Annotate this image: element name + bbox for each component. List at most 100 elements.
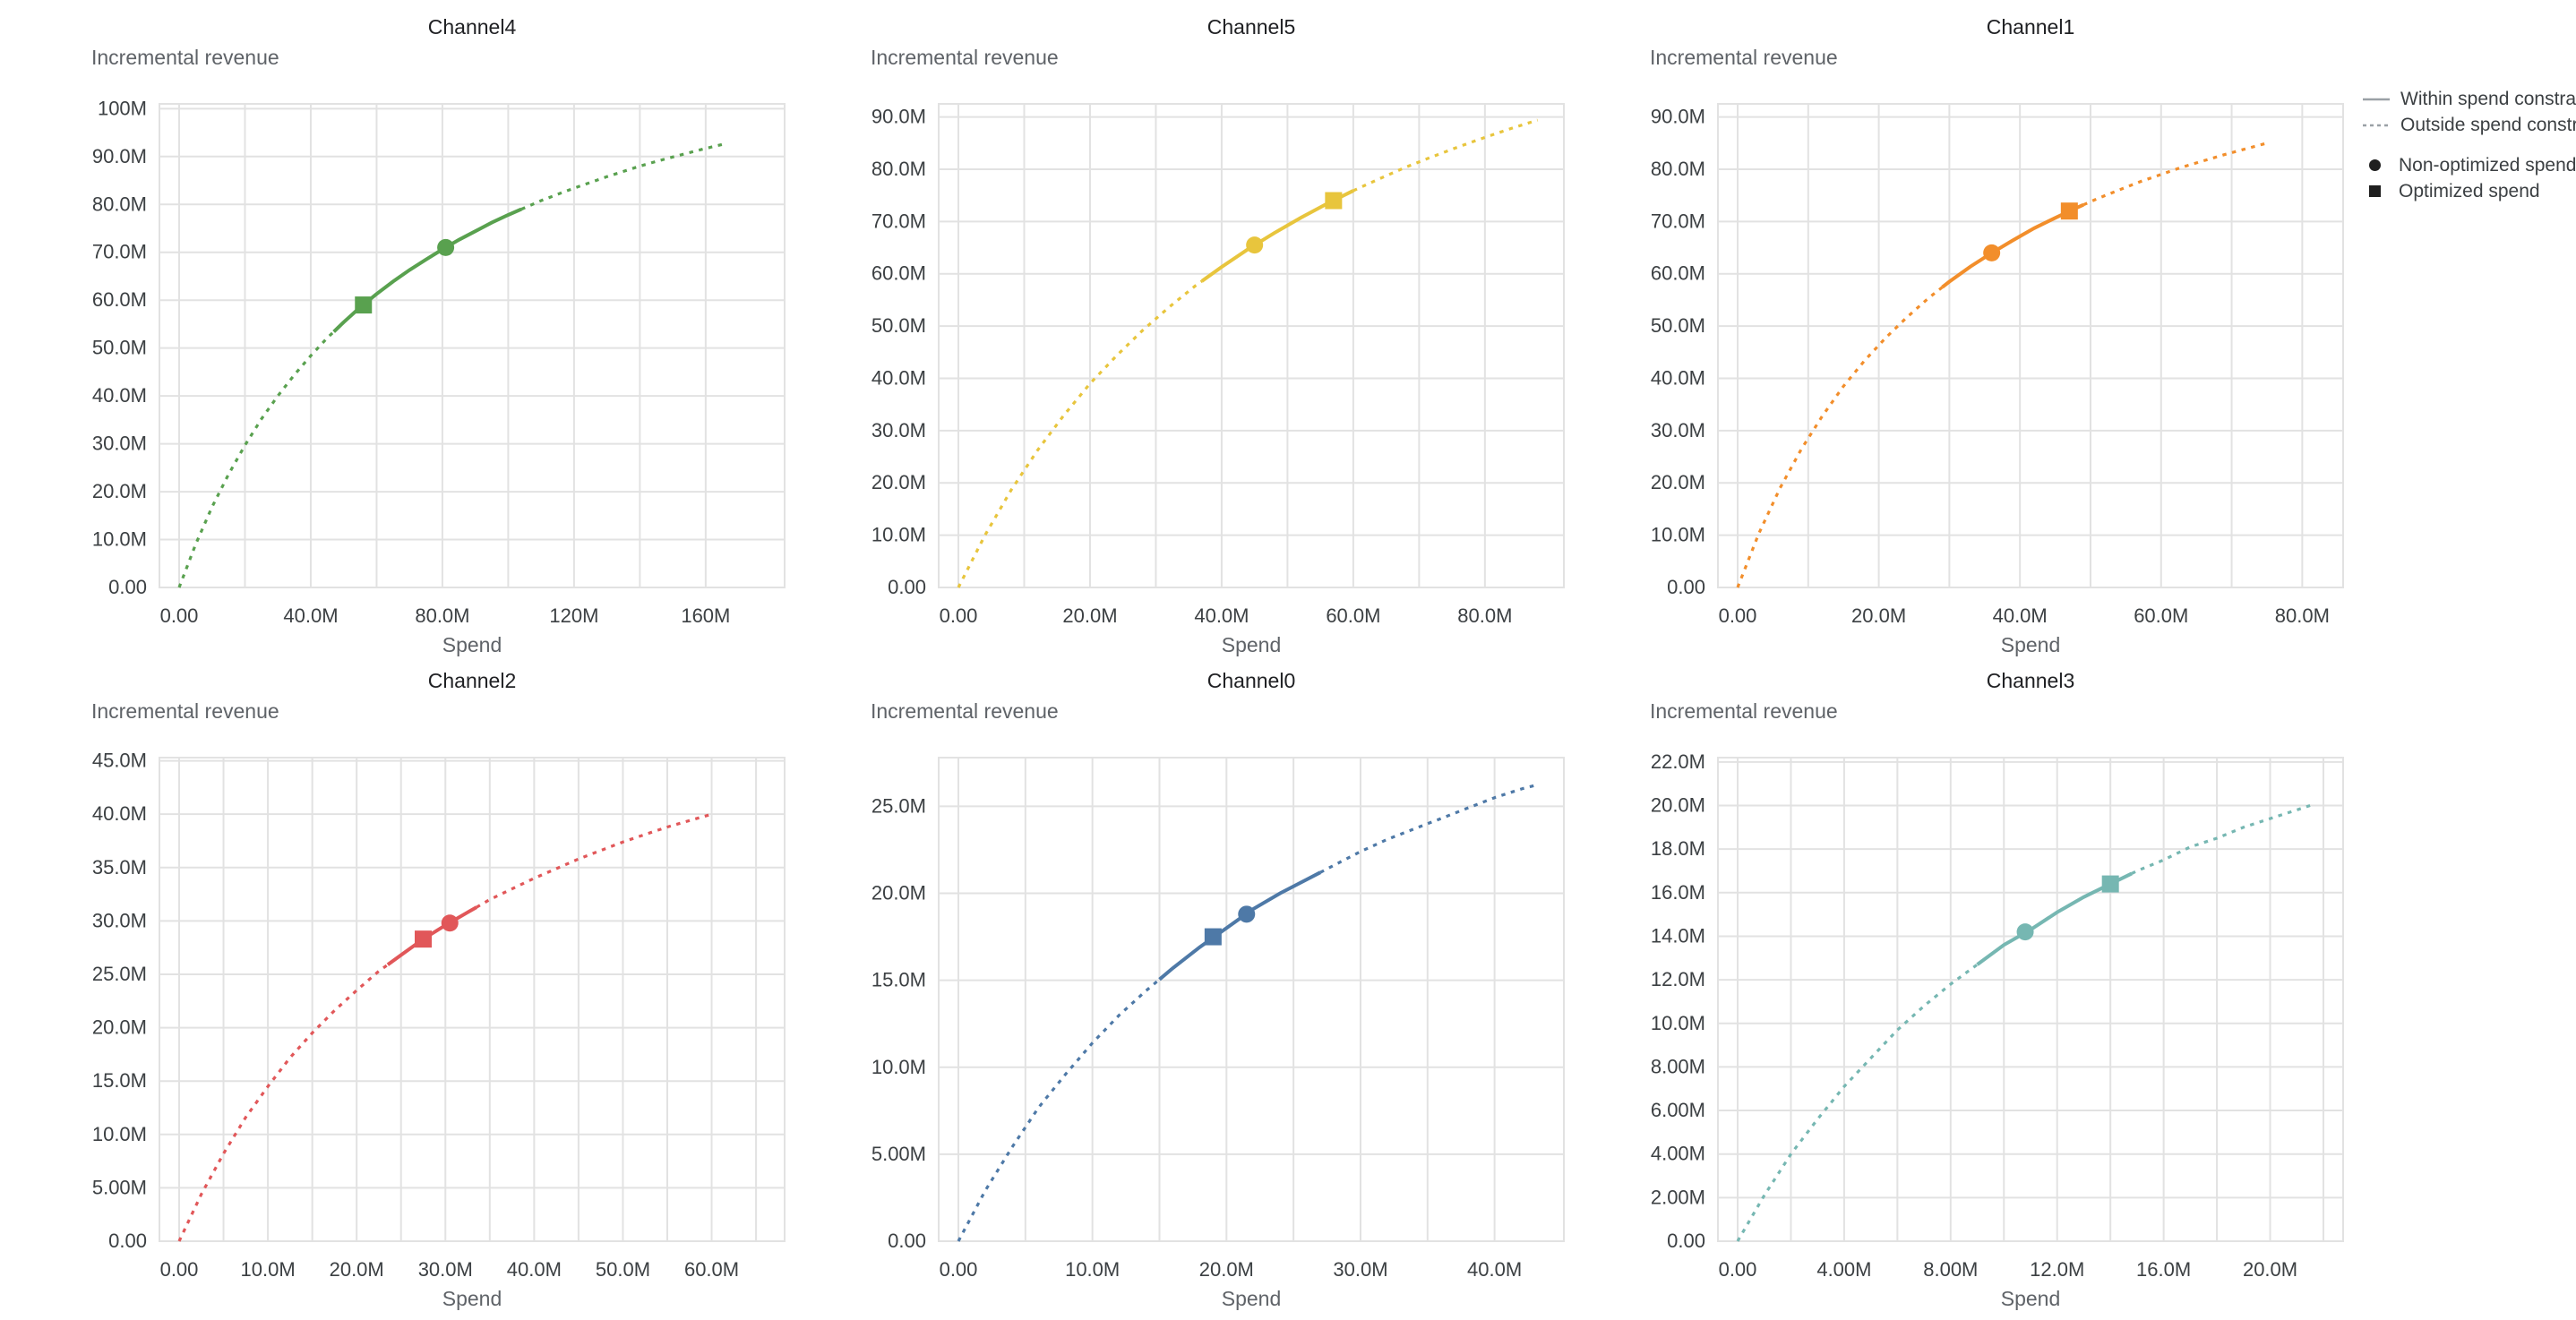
y-tick-label: 35.0M <box>92 856 147 879</box>
optimized-spend-marker <box>355 296 373 314</box>
y-tick-label: 90.0M <box>92 145 147 167</box>
channel3-response-curve-svg: Channel3 Incremental revenue Spend 0.00 2… <box>1650 669 2344 1310</box>
y-tick-label: 20.0M <box>872 882 926 904</box>
chart-title: Channel2 <box>428 669 516 692</box>
y-tick-label: 15.0M <box>92 1069 147 1092</box>
legend-label: Outside spend constraint <box>2400 114 2576 135</box>
plot-frame <box>938 103 1565 588</box>
y-axis-title: Incremental revenue <box>1650 699 1838 723</box>
x-tick-label: 60.0M <box>684 1258 739 1281</box>
chart-title: Channel4 <box>428 15 517 39</box>
y-tick-label: 70.0M <box>92 241 147 263</box>
curve-within-spend-constraint <box>386 905 477 966</box>
y-tick-label: 0.00 <box>1667 1230 1705 1252</box>
x-tick-label: 80.0M <box>415 604 469 627</box>
plot-area: 0.00 10.0M 20.0M 30.0M 40.0M 50.0M 60.0M 70.0M 8… <box>92 97 786 627</box>
legend: Within spend constraint Outside spend co… <box>2361 86 2576 204</box>
y-tick-label: 50.0M <box>1651 314 1705 337</box>
x-tick-label: 0.00 <box>940 1258 978 1281</box>
y-tick-label: 25.0M <box>92 963 147 985</box>
y-tick-label: 70.0M <box>1651 210 1705 232</box>
solid-line-swatch-icon <box>2363 98 2390 100</box>
x-tick-label: 50.0M <box>596 1258 650 1281</box>
chart-channel2: Channel2 Incremental revenue Spend 0.00 5… <box>16 661 795 1315</box>
y-tick-label: 20.0M <box>92 480 147 502</box>
x-tick-label: 0.00 <box>1719 604 1757 627</box>
y-tick-label: 80.0M <box>92 193 147 215</box>
channel2-response-curve-svg: Channel2 Incremental revenue Spend 0.00 5… <box>91 669 786 1310</box>
y-axis-title: Incremental revenue <box>91 699 279 723</box>
chart-channel4: Channel4 Incremental revenue Spend 0.00 1… <box>16 7 795 661</box>
y-tick-label: 20.0M <box>872 471 926 493</box>
x-axis-title: Spend <box>2001 1287 2061 1310</box>
x-tick-label: 0.00 <box>1719 1258 1757 1281</box>
y-tick-label: 0.00 <box>108 576 147 598</box>
chart-title: Channel1 <box>1987 15 2074 39</box>
y-tick-label: 10.0M <box>872 1056 926 1078</box>
optimized-spend-marker <box>2101 875 2119 893</box>
x-tick-label: 120M <box>549 604 598 627</box>
channel4-response-curve-svg: Channel4 Incremental revenue Spend 0.00 1… <box>91 15 786 656</box>
x-tick-label: 4.00M <box>1816 1258 1871 1281</box>
y-tick-label: 15.0M <box>872 969 926 991</box>
y-tick-label: 20.0M <box>1651 471 1705 493</box>
legend-item-within-spend-constraint: Within spend constraint <box>2361 86 2576 112</box>
curve-outside-spend-constraint <box>1736 803 2311 1242</box>
y-tick-label: 10.0M <box>1651 524 1705 546</box>
y-tick-label: 20.0M <box>1651 794 1705 817</box>
x-tick-label: 30.0M <box>418 1258 473 1281</box>
y-tick-label: 30.0M <box>872 419 926 441</box>
y-tick-label: 40.0M <box>1651 366 1705 389</box>
x-tick-label: 10.0M <box>1065 1258 1120 1281</box>
curve-outside-spend-constraint <box>177 812 712 1242</box>
x-tick-label: 60.0M <box>1326 604 1380 627</box>
x-tick-label: 10.0M <box>241 1258 296 1281</box>
y-tick-label: 100M <box>98 97 147 119</box>
y-tick-label: 60.0M <box>872 262 926 285</box>
chart-channel1: Channel1 Incremental revenue Spend 0.00 1… <box>1575 7 2354 661</box>
y-tick-label: 50.0M <box>92 337 147 359</box>
non-optimized-spend-marker <box>437 238 455 256</box>
legend-item-outside-spend-constraint: Outside spend constraint <box>2361 112 2576 138</box>
y-tick-label: 20.0M <box>92 1016 147 1039</box>
curve-within-spend-constraint <box>1158 870 1322 981</box>
y-tick-label: 22.0M <box>1651 750 1705 773</box>
curve-outside-spend-constraint <box>1736 141 2268 588</box>
x-tick-label: 20.0M <box>1199 1258 1254 1281</box>
y-tick-label: 16.0M <box>1651 881 1705 904</box>
y-tick-label: 0.00 <box>888 576 926 598</box>
x-tick-label: 20.0M <box>1851 604 1906 627</box>
x-tick-label: 30.0M <box>1333 1258 1387 1281</box>
y-tick-label: 8.00M <box>1651 1055 1705 1077</box>
y-tick-label: 10.0M <box>92 528 147 551</box>
non-optimized-spend-marker <box>1238 905 1256 923</box>
plot-frame <box>159 757 786 1242</box>
x-tick-label: 8.00M <box>1923 1258 1978 1281</box>
y-tick-label: 90.0M <box>872 106 926 128</box>
y-tick-label: 2.00M <box>1651 1186 1705 1208</box>
chart-title: Channel0 <box>1207 669 1295 692</box>
legend-label: Within spend constraint <box>2400 88 2576 109</box>
chart-channel0: Channel0 Incremental revenue Spend 0.00 5… <box>795 661 1575 1315</box>
y-tick-label: 40.0M <box>92 802 147 825</box>
y-tick-label: 60.0M <box>1651 262 1705 285</box>
plot-frame <box>938 757 1565 1242</box>
plot-area: 0.00 10.0M 20.0M 30.0M 40.0M 50.0M 60.0M 70.0M 8… <box>1651 103 2344 627</box>
x-axis-title: Spend <box>442 1287 502 1310</box>
y-tick-label: 6.00M <box>1651 1099 1705 1121</box>
y-tick-label: 10.0M <box>92 1123 147 1145</box>
y-tick-label: 30.0M <box>1651 419 1705 441</box>
non-optimized-spend-marker <box>2016 923 2034 941</box>
chart-channel3: Channel3 Incremental revenue Spend 0.00 2… <box>1575 661 2354 1315</box>
non-optimized-spend-marker <box>1983 244 2001 261</box>
optimized-spend-marker <box>2060 202 2078 220</box>
legend-item-non-optimized-spend: Non-optimized spend <box>2361 152 2576 178</box>
y-tick-label: 10.0M <box>872 524 926 546</box>
y-tick-label: 60.0M <box>92 288 147 311</box>
plot-area: 0.00 10.0M 20.0M 30.0M 40.0M 50.0M 60.0M 70.0M 8… <box>872 103 1565 627</box>
plot-frame <box>1717 757 2344 1242</box>
x-tick-label: 80.0M <box>2275 604 2330 627</box>
y-tick-label: 80.0M <box>1651 158 1705 180</box>
x-tick-label: 0.00 <box>940 604 978 627</box>
x-tick-label: 160M <box>681 604 730 627</box>
